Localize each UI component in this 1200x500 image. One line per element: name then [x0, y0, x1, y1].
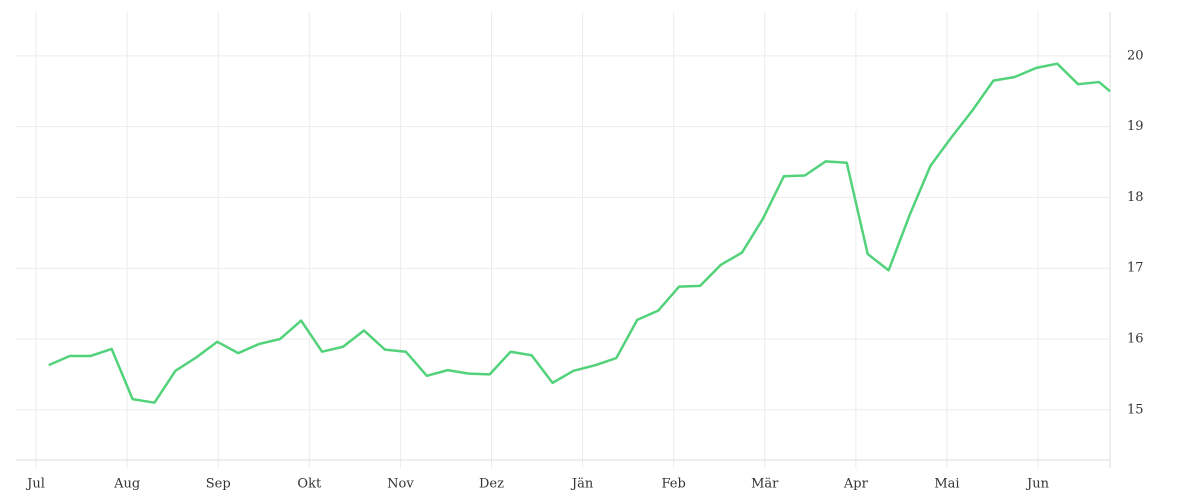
- x-tick-label: Okt: [297, 477, 322, 492]
- y-tick-label: 16: [1127, 331, 1144, 346]
- y-tick-label: 19: [1127, 119, 1144, 134]
- x-tick-label: Mär: [751, 477, 779, 492]
- x-tick-label: Aug: [113, 477, 140, 492]
- x-tick-label: Dez: [479, 477, 504, 492]
- x-tick-label: Mai: [934, 477, 959, 492]
- line-series: [48, 62, 1111, 404]
- x-tick-label: Jän: [570, 477, 594, 492]
- y-tick-label: 18: [1127, 190, 1144, 205]
- y-tick-label: 15: [1127, 402, 1144, 417]
- x-tick-label: Apr: [843, 477, 869, 492]
- x-tick-label: Sep: [206, 477, 231, 492]
- x-tick-label: Nov: [387, 477, 414, 492]
- x-tick-label: Jul: [25, 477, 45, 492]
- y-tick-label: 20: [1127, 48, 1144, 63]
- x-tick-label: Jun: [1025, 477, 1050, 492]
- y-tick-label: 17: [1127, 261, 1144, 276]
- x-tick-label: Feb: [662, 477, 686, 492]
